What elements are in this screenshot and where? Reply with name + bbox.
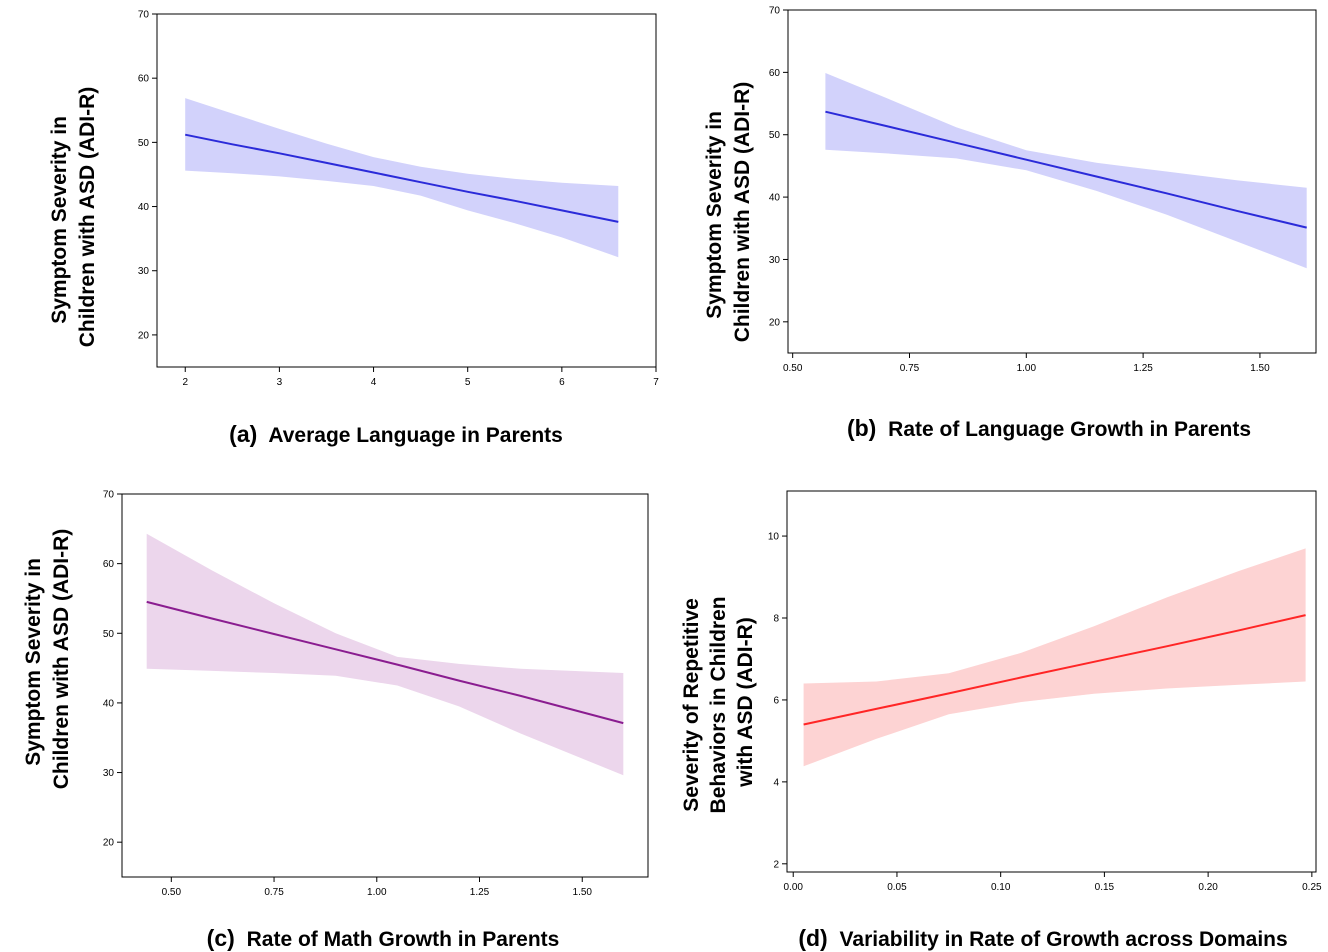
fit-line-b — [825, 110, 1307, 229]
y-tick-label-b: 20 — [769, 317, 781, 328]
confidence-band-b — [825, 73, 1307, 269]
y-axis-label-d-line-2: Behaviors in Children — [707, 596, 730, 813]
x-tick-label-b: 1.25 — [1133, 363, 1153, 374]
x-tick-label-a: 3 — [277, 377, 283, 388]
y-tick-label-a: 40 — [138, 202, 150, 213]
caption-text-a: Average Language in Parents — [268, 424, 562, 447]
y-tick-label-d: 6 — [773, 695, 779, 706]
x-tick-label-a: 4 — [371, 377, 377, 388]
y-axis-label-c-line-1: Symptom Severity in — [22, 558, 45, 766]
x-tick-label-b: 0.75 — [900, 363, 920, 374]
y-tick-label-a: 70 — [138, 10, 150, 21]
axes-b: 20 30 40 50 60 70 0.50 0.75 1.00 1.25 1.50 — [769, 6, 1317, 374]
caption-b: (b) Rate of Language Growth in Parents — [847, 415, 1251, 441]
x-tick-label-d: 0.20 — [1198, 882, 1218, 893]
y-tick-label-d: 8 — [773, 614, 779, 625]
y-axis-label-a-line-1: Symptom Severity in — [48, 116, 71, 324]
caption-text-d: Variability in Rate of Growth across Dom… — [840, 928, 1288, 951]
y-tick-label-a: 60 — [138, 74, 150, 85]
panel-c: 20 30 40 50 60 70 0.50 0.75 1.00 1.25 1.50 Symptom… — [22, 490, 649, 951]
panel-tag-d: (d) — [798, 925, 827, 951]
y-tick-label-d: 10 — [768, 532, 780, 543]
x-tick-label-d: 0.25 — [1302, 882, 1322, 893]
y-axis-label-c: Symptom Severity in Children with ASD (A… — [22, 529, 73, 790]
y-tick-label-a: 50 — [138, 138, 150, 149]
y-tick-label-c: 20 — [103, 838, 115, 849]
panel-tag-c: (c) — [207, 925, 235, 951]
y-axis-label-c-line-2: Children with ASD (ADI-R) — [50, 529, 73, 790]
y-axis-label-b: Symptom Severity in Children with ASD (A… — [703, 82, 754, 343]
x-tick-label-c: 0.50 — [162, 887, 182, 898]
regression-line-d — [803, 614, 1306, 726]
confidence-band-c — [146, 533, 624, 776]
x-tick-label-b: 1.50 — [1250, 363, 1270, 374]
fit-line-c — [146, 600, 624, 725]
y-tick-label-b: 70 — [769, 6, 781, 17]
x-tick-label-c: 0.75 — [264, 887, 284, 898]
y-axis-label-d: Severity of Repetitive Behaviors in Chil… — [680, 591, 757, 814]
caption-c: (c) Rate of Math Growth in Parents — [207, 925, 560, 951]
x-tick-label-a: 2 — [182, 377, 188, 388]
y-tick-label-c: 60 — [103, 559, 115, 570]
y-axis-label-a-line-2: Children with ASD (ADI-R) — [76, 87, 99, 348]
x-tick-label-d: 0.10 — [991, 882, 1011, 893]
y-axis-label-d-line-3: with ASD (ADI-R) — [734, 617, 757, 788]
y-axis-label-d-line-1: Severity of Repetitive — [680, 598, 703, 812]
y-tick-label-d: 2 — [773, 859, 779, 870]
x-tick-label-c: 1.00 — [367, 887, 387, 898]
ci-band-b — [825, 73, 1307, 269]
x-tick-label-a: 7 — [653, 377, 659, 388]
axes-c: 20 30 40 50 60 70 0.50 0.75 1.00 1.25 1.50 — [103, 490, 649, 898]
x-tick-label-b: 1.00 — [1017, 363, 1037, 374]
y-tick-label-a: 30 — [138, 266, 150, 277]
fit-line-a — [185, 133, 619, 223]
y-tick-label-b: 40 — [769, 193, 781, 204]
y-tick-label-d: 4 — [773, 777, 779, 788]
y-tick-label-c: 30 — [103, 768, 115, 779]
fit-line-d — [803, 614, 1306, 726]
y-tick-label-c: 50 — [103, 629, 115, 640]
axes-d: 2 4 6 8 10 0.00 0.05 0.10 0.15 0.20 0.25 — [768, 490, 1322, 893]
caption-d: (d) Variability in Rate of Growth across… — [798, 925, 1287, 951]
regression-line-b — [825, 110, 1307, 229]
y-tick-label-b: 60 — [769, 68, 781, 79]
caption-text-c: Rate of Math Growth in Parents — [247, 928, 560, 951]
ci-band-c — [146, 533, 624, 776]
x-tick-label-c: 1.25 — [470, 887, 490, 898]
regression-line-a — [185, 133, 619, 223]
panel-b: 20 30 40 50 60 70 0.50 0.75 1.00 1.25 1.50 Symptom… — [703, 6, 1317, 441]
axes-a: 20 30 40 50 60 70 2 3 4 5 6 7 — [138, 10, 659, 389]
y-tick-label-b: 50 — [769, 130, 781, 141]
x-tick-label-d: 0.15 — [1095, 882, 1115, 893]
regression-line-c — [146, 600, 624, 725]
y-axis-label-a: Symptom Severity in Children with ASD (A… — [48, 87, 99, 348]
confidence-band-d — [803, 548, 1306, 767]
panel-a: 20 30 40 50 60 70 2 3 4 5 6 7 Symptom Severity in C… — [48, 10, 659, 448]
caption-a: (a) Average Language in Parents — [229, 421, 563, 447]
x-tick-label-a: 6 — [559, 377, 565, 388]
panel-tag-a: (a) — [229, 421, 257, 447]
y-tick-label-b: 30 — [769, 255, 781, 266]
y-axis-label-b-line-2: Children with ASD (ADI-R) — [731, 82, 754, 343]
panel-tag-b: (b) — [847, 415, 876, 441]
x-tick-label-d: 0.05 — [887, 882, 907, 893]
y-tick-label-c: 70 — [103, 490, 115, 501]
x-tick-label-c: 1.50 — [573, 887, 593, 898]
y-axis-label-b-line-1: Symptom Severity in — [703, 111, 726, 319]
x-tick-label-d: 0.00 — [783, 882, 803, 893]
ci-band-d — [803, 548, 1306, 767]
panel-d: 2 4 6 8 10 0.00 0.05 0.10 0.15 0.20 0.25 Severity … — [680, 490, 1322, 951]
x-tick-label-a: 5 — [465, 377, 471, 388]
y-tick-label-c: 40 — [103, 698, 115, 709]
y-tick-label-a: 20 — [138, 330, 150, 341]
x-tick-label-b: 0.50 — [783, 363, 803, 374]
caption-text-b: Rate of Language Growth in Parents — [888, 418, 1251, 441]
